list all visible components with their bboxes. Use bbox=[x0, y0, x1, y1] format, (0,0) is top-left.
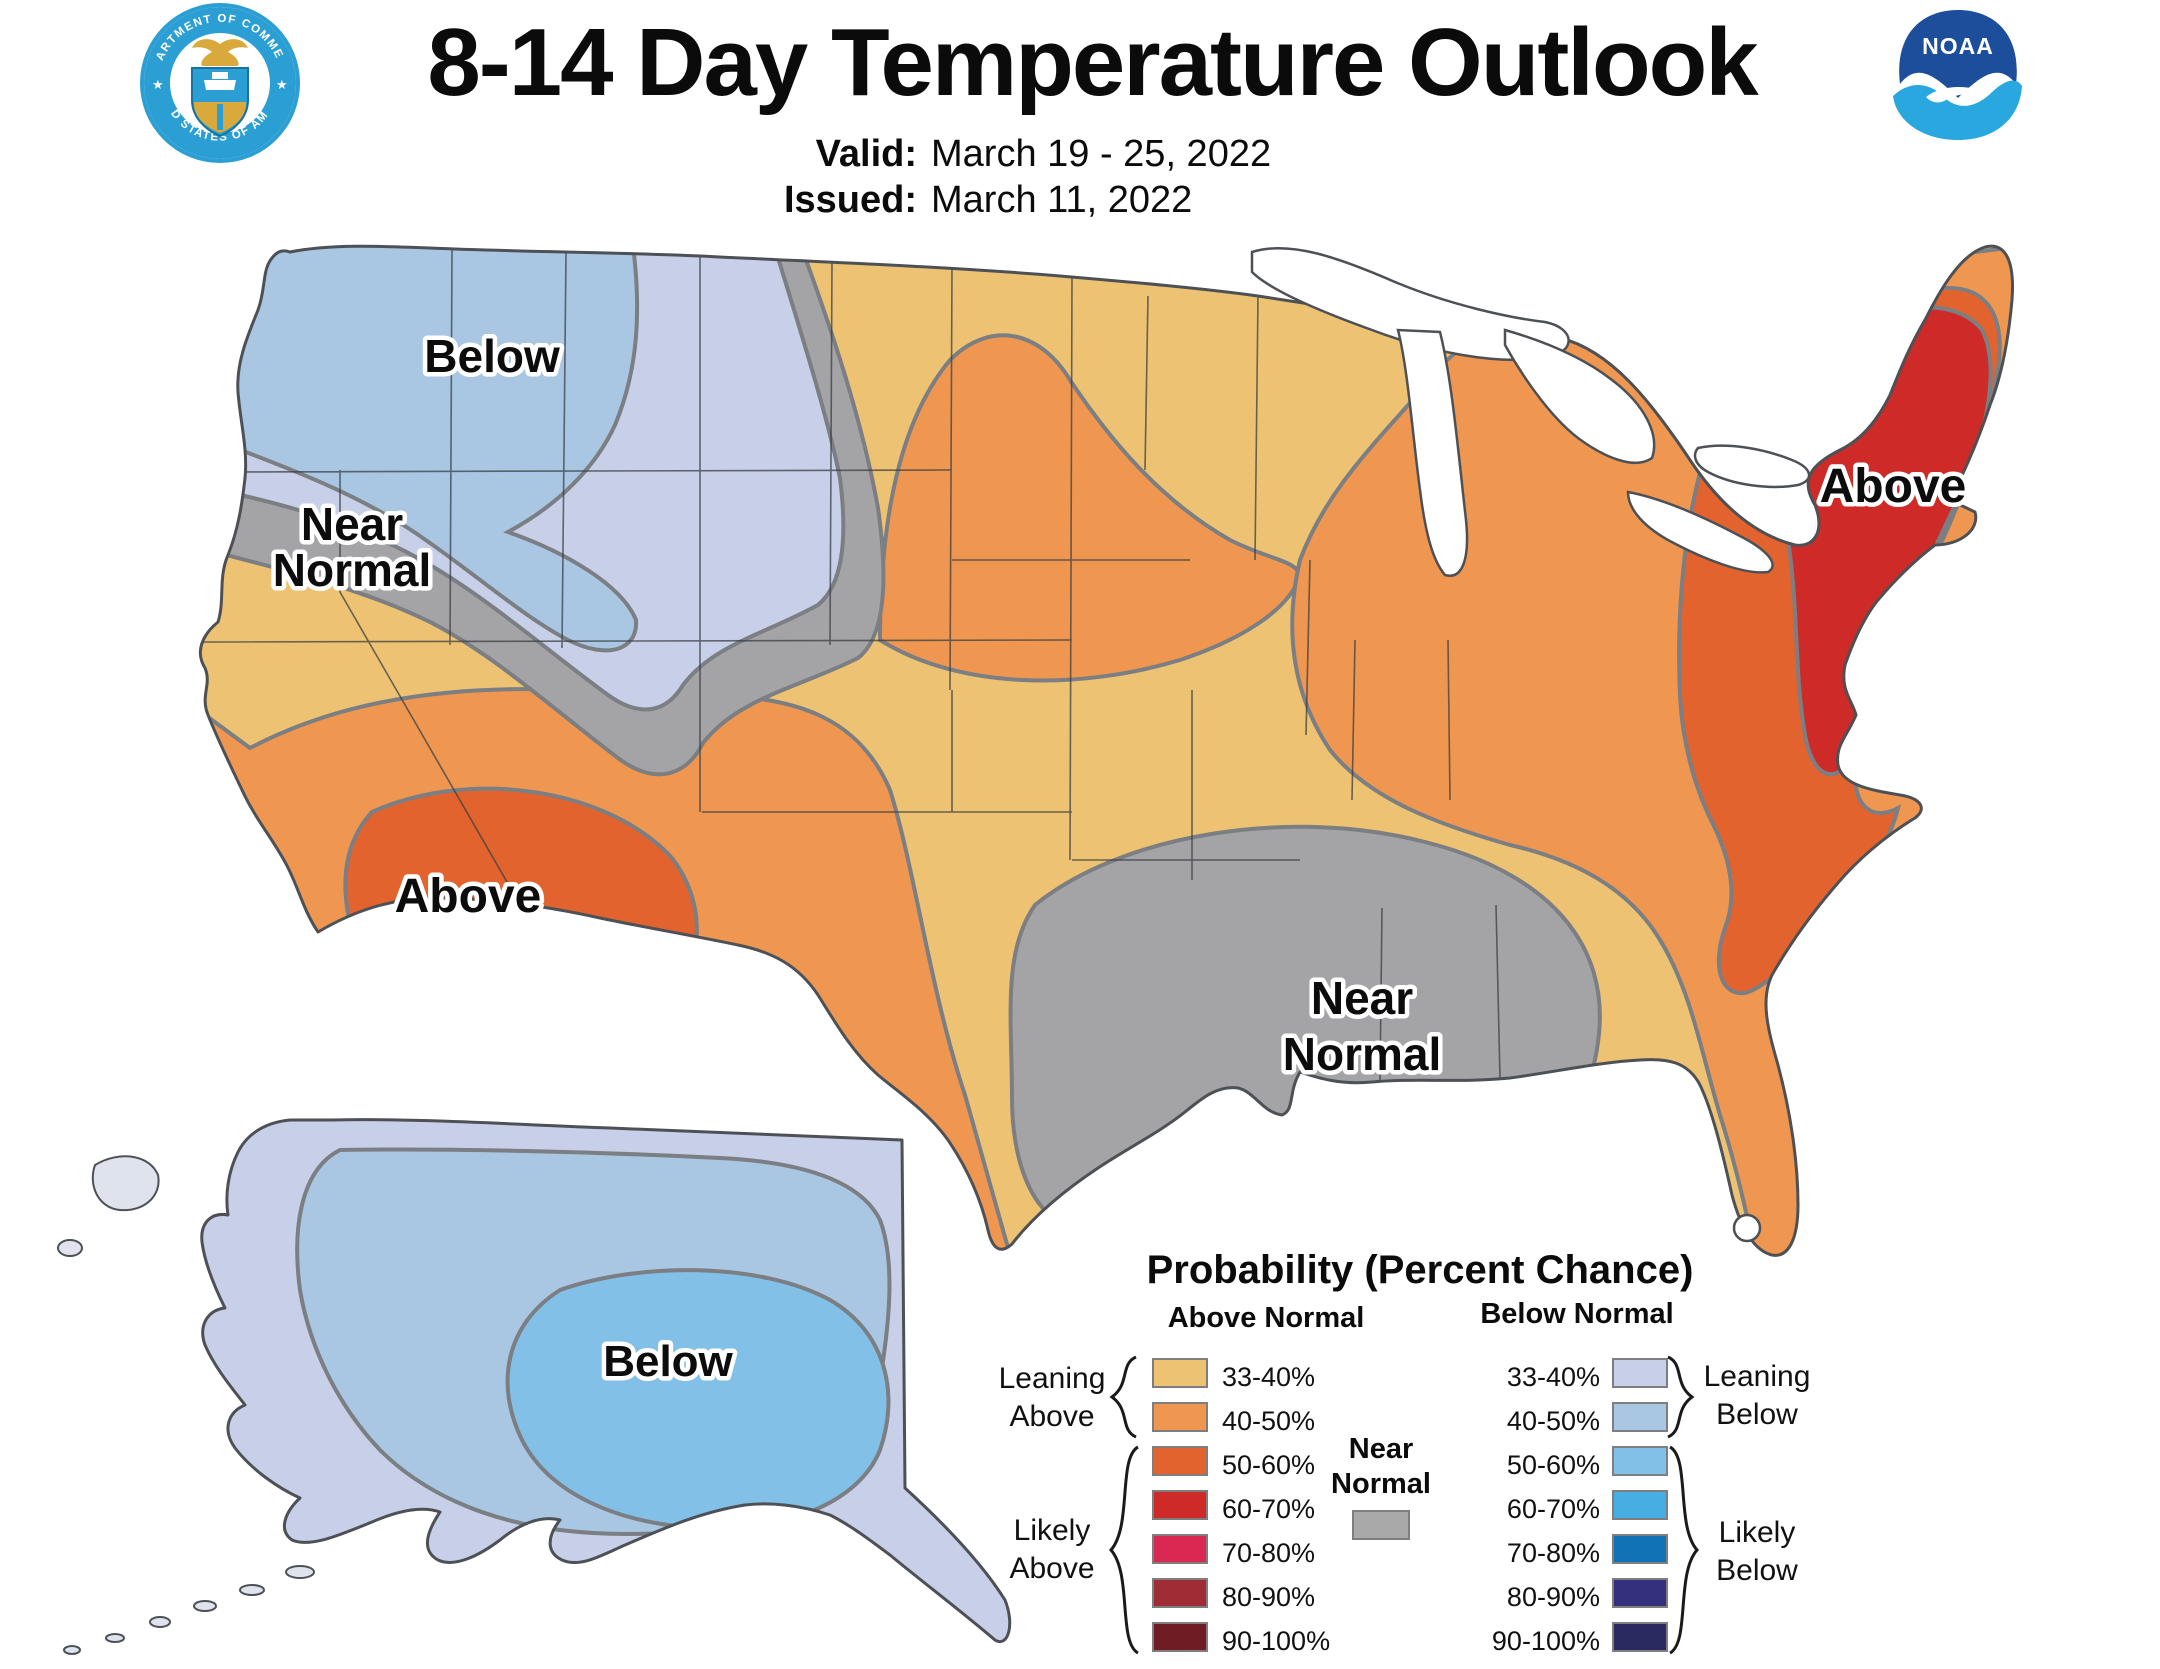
map-label-westcoast-normal: Normal bbox=[273, 544, 431, 596]
legend-swatch-above-60-70 bbox=[1152, 1490, 1208, 1520]
issued-value: March 11, 2022 bbox=[931, 179, 1193, 221]
alaska-outline bbox=[200, 1118, 1012, 1644]
legend-range-above-2: 50-60% bbox=[1222, 1450, 1316, 1480]
conus-outline bbox=[199, 244, 2015, 1257]
map-label-south-normal: Normal bbox=[1283, 1028, 1441, 1080]
legend-group-leaning-below: Leaning Below bbox=[1703, 1360, 1811, 1431]
doc-seal: DEPARTMENT OF COMMERCE UNITED STATES OF … bbox=[0, 0, 300, 163]
noaa-logo-text: NOAA bbox=[1922, 33, 1994, 59]
ak-west-island bbox=[91, 1155, 160, 1212]
lake-huron bbox=[1503, 328, 1656, 465]
map-label-southwest-above: Above bbox=[395, 870, 542, 923]
legend-swatch-below-70-80 bbox=[1612, 1534, 1668, 1564]
brace-leaning-below bbox=[1667, 1355, 1695, 1439]
brace-likely-below bbox=[1669, 1445, 1699, 1655]
map-label-northwest-below: Below bbox=[424, 330, 560, 382]
legend-range-above-1: 40-50% bbox=[1222, 1406, 1316, 1436]
legend-range-below-6: 90-100% bbox=[1491, 1626, 1600, 1656]
legend-range-above-4: 70-80% bbox=[1222, 1538, 1316, 1568]
legend-swatch-below-90-100 bbox=[1612, 1622, 1668, 1652]
lake-superior bbox=[1250, 246, 1570, 362]
legend-range-below-0: 33-40% bbox=[1506, 1362, 1600, 1392]
legend-title: Probability (Percent Chance) bbox=[1146, 1248, 1694, 1292]
legend-range-below-1: 40-50% bbox=[1506, 1406, 1600, 1436]
lake-michigan bbox=[1396, 328, 1469, 577]
legend-range-above-6: 90-100% bbox=[1222, 1626, 1331, 1656]
legend-swatch-above-33-40 bbox=[1152, 1358, 1208, 1388]
brace-leaning-above bbox=[1109, 1355, 1137, 1439]
doc-seal-star-right: ★ bbox=[276, 77, 288, 92]
legend-swatch-above-80-90 bbox=[1152, 1578, 1208, 1608]
legend-group-leaning-above: Leaning Above bbox=[998, 1362, 1106, 1433]
map-label-northeast-above: Above bbox=[1820, 460, 1967, 513]
issued-label: Issued: bbox=[783, 179, 917, 221]
legend-swatch-below-33-40 bbox=[1612, 1358, 1668, 1388]
legend-swatch-above-40-50 bbox=[1152, 1402, 1208, 1432]
region-above-40-50-dakotas bbox=[877, 333, 1303, 683]
region-below-40-50-northwest bbox=[207, 246, 640, 653]
brace-likely-above bbox=[1109, 1445, 1139, 1655]
noaa-logo-top-shape bbox=[1899, 10, 2017, 98]
legend-swatch-below-40-50 bbox=[1612, 1402, 1668, 1432]
great-lakes bbox=[1250, 246, 1811, 1243]
legend-range-above-0: 33-40% bbox=[1222, 1362, 1316, 1392]
legend-swatch-above-50-60 bbox=[1152, 1446, 1208, 1476]
lake-erie bbox=[1626, 490, 1774, 574]
noaa-logo-gull bbox=[1926, 86, 1990, 103]
legend-swatch-above-70-80 bbox=[1152, 1534, 1208, 1564]
legend-range-below-2: 50-60% bbox=[1506, 1450, 1600, 1480]
legend-group-likely-above: Likely Above bbox=[1009, 1514, 1095, 1585]
lake-ontario bbox=[1693, 444, 1811, 489]
doc-seal-shield bbox=[191, 67, 249, 138]
legend-above-header: Above Normal bbox=[1167, 1302, 1365, 1334]
legend-range-above-5: 80-90% bbox=[1222, 1582, 1316, 1612]
legend-range-below-4: 70-80% bbox=[1506, 1538, 1600, 1568]
noaa-logo-swoosh bbox=[1893, 80, 2022, 140]
page-title: 8-14 Day Temperature Outlook bbox=[427, 9, 1758, 116]
map-label-south-near: Near bbox=[1311, 972, 1413, 1024]
legend-swatch-below-50-60 bbox=[1612, 1446, 1668, 1476]
map-label-westcoast-near: Near bbox=[301, 498, 403, 550]
legend-swatch-above-90-100 bbox=[1152, 1622, 1208, 1652]
region-ak-below-50-60 bbox=[505, 1268, 891, 1531]
legend-range-below-5: 80-90% bbox=[1506, 1582, 1600, 1612]
lake-okeechobee bbox=[1732, 1213, 1762, 1243]
map-label-alaska-below: Below bbox=[603, 1337, 733, 1386]
legend-swatch-below-60-70 bbox=[1612, 1490, 1668, 1520]
legend-swatch-near-normal bbox=[1352, 1510, 1410, 1540]
doc-seal-star-left: ★ bbox=[152, 77, 164, 92]
issue-dates: Valid: March 19 - 25, 2022 Issued: March… bbox=[757, 133, 1271, 225]
legend-range-above-3: 60-70% bbox=[1222, 1494, 1316, 1524]
doc-seal-eagle bbox=[192, 39, 248, 66]
alaska-regions bbox=[201, 1119, 1010, 1642]
valid-value: March 19 - 25, 2022 bbox=[931, 133, 1272, 175]
legend-range-below-3: 60-70% bbox=[1506, 1494, 1600, 1524]
aleutian-islands bbox=[57, 1155, 315, 1655]
legend-group-likely-below: Likely Below bbox=[1716, 1516, 1798, 1587]
legend-below-header: Below Normal bbox=[1480, 1298, 1674, 1330]
legend-near-normal-label: Near Normal bbox=[1331, 1433, 1431, 1500]
state-boundaries bbox=[200, 249, 1501, 1083]
valid-label: Valid: bbox=[815, 133, 917, 175]
legend-swatch-below-80-90 bbox=[1612, 1578, 1668, 1608]
noaa-logo: NOAA bbox=[1892, 8, 2024, 140]
